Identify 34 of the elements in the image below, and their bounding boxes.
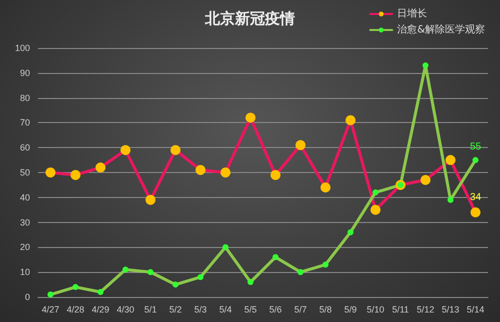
x-tick-label: 5/13 [442, 304, 460, 314]
x-tick-label: 5/4 [219, 304, 232, 314]
x-tick-label: 5/11 [392, 304, 409, 314]
y-tick-label: 60 [20, 142, 30, 153]
x-tick-label: 5/10 [366, 304, 384, 314]
x-tick-label: 4/30 [116, 304, 134, 314]
x-tick-label: 5/12 [416, 304, 434, 314]
chart-title: 北京新冠疫情 [204, 10, 295, 28]
y-tick-label: 80 [20, 92, 30, 103]
data-label: 55 [470, 142, 482, 153]
x-tick-label: 4/28 [66, 304, 84, 314]
x-tick-label: 5/6 [269, 304, 282, 314]
y-tick-label: 50 [20, 168, 30, 178]
x-tick-label: 5/2 [169, 304, 182, 314]
x-tick-label: 5/9 [344, 304, 357, 314]
x-tick-label: 5/8 [319, 304, 332, 314]
x-tick-label: 5/1 [144, 304, 157, 314]
x-tick-label: 4/29 [92, 304, 110, 314]
y-tick-label: 10 [20, 267, 30, 278]
y-tick-label: 20 [20, 242, 30, 252]
y-tick-label: 70 [20, 118, 30, 128]
x-tick-label: 4/27 [42, 304, 60, 314]
y-tick-label: 0 [24, 292, 30, 302]
x-tick-label: 5/14 [466, 304, 484, 314]
legend-label: 日增长 [397, 8, 428, 20]
legend-label: 治愈&解除医学观察 [397, 24, 486, 36]
x-tick-label: 5/3 [194, 304, 207, 314]
y-tick-label: 30 [20, 217, 30, 228]
y-tick-label: 90 [20, 68, 30, 78]
data-label: 34 [470, 192, 482, 203]
y-tick-label: 100 [14, 43, 30, 53]
x-tick-label: 5/7 [294, 304, 307, 314]
y-tick-label: 40 [20, 192, 30, 202]
x-tick-label: 5/5 [244, 304, 257, 314]
